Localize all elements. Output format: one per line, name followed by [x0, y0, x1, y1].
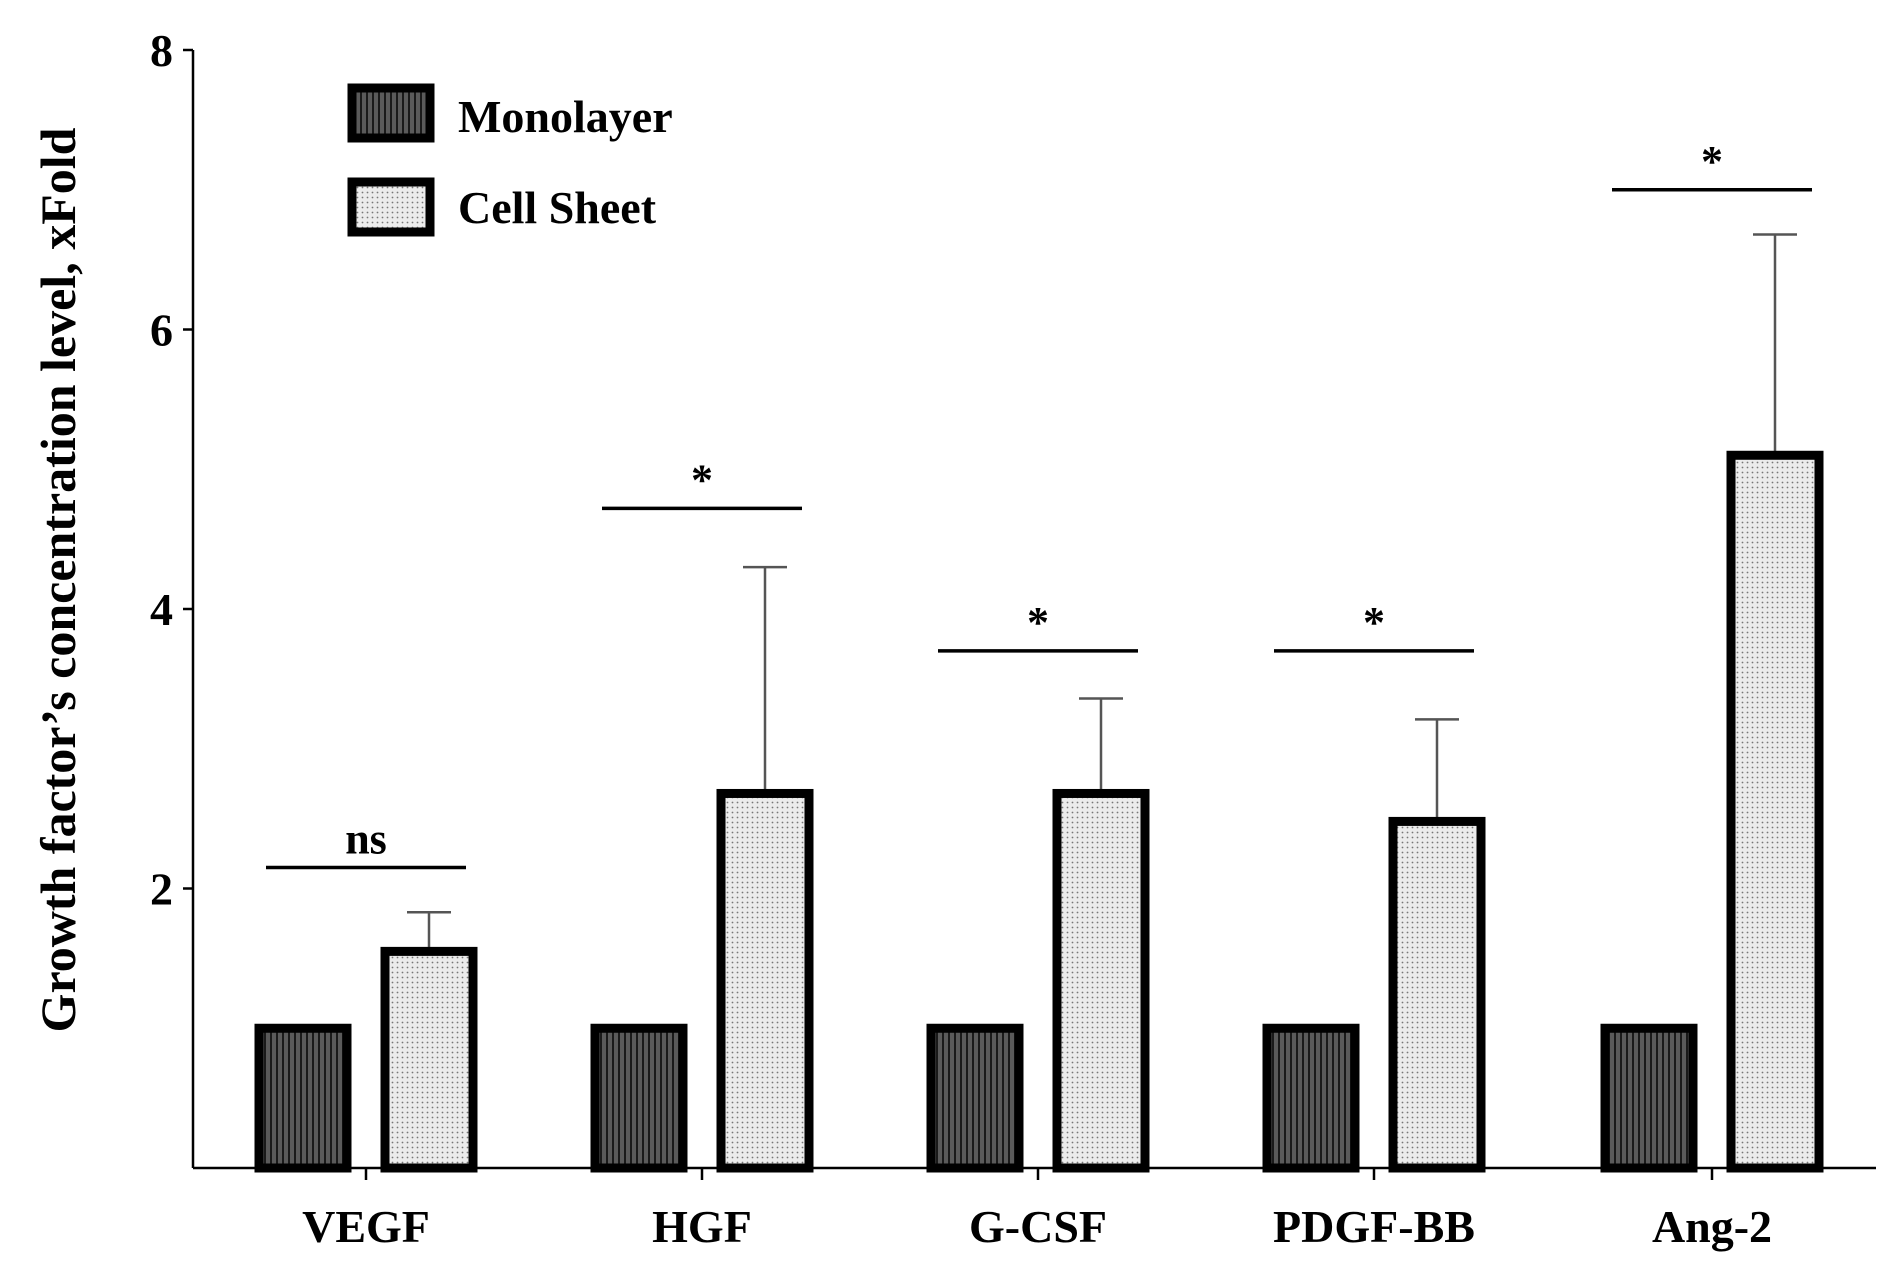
- bar-cell-sheet-g-csf: [1052, 788, 1150, 1173]
- bar-monolayer-g-csf: [926, 1023, 1024, 1173]
- y-tick-label: 6: [150, 305, 173, 356]
- significance-label-g-csf: *: [1027, 598, 1049, 647]
- y-tick-label: 8: [150, 25, 173, 76]
- x-tick-label-vegf: VEGF: [302, 1201, 430, 1252]
- significance-label-ang-2: *: [1701, 137, 1723, 186]
- bar-monolayer-pdgf-bb: [1262, 1023, 1360, 1173]
- bar-cell-sheet-ang-2: [1726, 450, 1824, 1173]
- bar-monolayer-vegf: [254, 1023, 352, 1173]
- bar-monolayer-hgf: [590, 1023, 688, 1173]
- legend-label-cell-sheet: Cell Sheet: [458, 182, 657, 233]
- axes: 2 4 6 8 VEGF HGF G-CSF PDGF-BB Ang-2: [150, 25, 1876, 1252]
- x-tick-label-hgf: HGF: [652, 1201, 752, 1252]
- y-tick-label: 4: [150, 584, 173, 635]
- significance-annotations: ns * * * *: [266, 137, 1812, 870]
- bar-cell-sheet-pdgf-bb: [1388, 816, 1486, 1173]
- legend-swatch-monolayer: [347, 83, 435, 143]
- bars: [254, 233, 1824, 1173]
- bar-monolayer-ang-2: [1600, 1023, 1698, 1173]
- y-axis-label: Growth factor’s concentration level, xFo…: [30, 127, 86, 1032]
- significance-label-pdgf-bb: *: [1363, 598, 1385, 647]
- x-tick-label-pdgf-bb: PDGF-BB: [1273, 1201, 1475, 1252]
- y-tick-label: 2: [150, 864, 173, 915]
- legend: Monolayer Cell Sheet: [347, 83, 673, 237]
- x-tick-label-ang-2: Ang-2: [1652, 1201, 1772, 1252]
- x-tick-label-g-csf: G-CSF: [969, 1201, 1107, 1252]
- bar-cell-sheet-vegf: [380, 946, 478, 1173]
- significance-label-vegf: ns: [345, 815, 387, 864]
- bar-cell-sheet-hgf: [716, 788, 814, 1173]
- legend-label-monolayer: Monolayer: [458, 91, 673, 142]
- legend-swatch-cell-sheet: [347, 177, 435, 237]
- significance-label-hgf: *: [691, 455, 713, 504]
